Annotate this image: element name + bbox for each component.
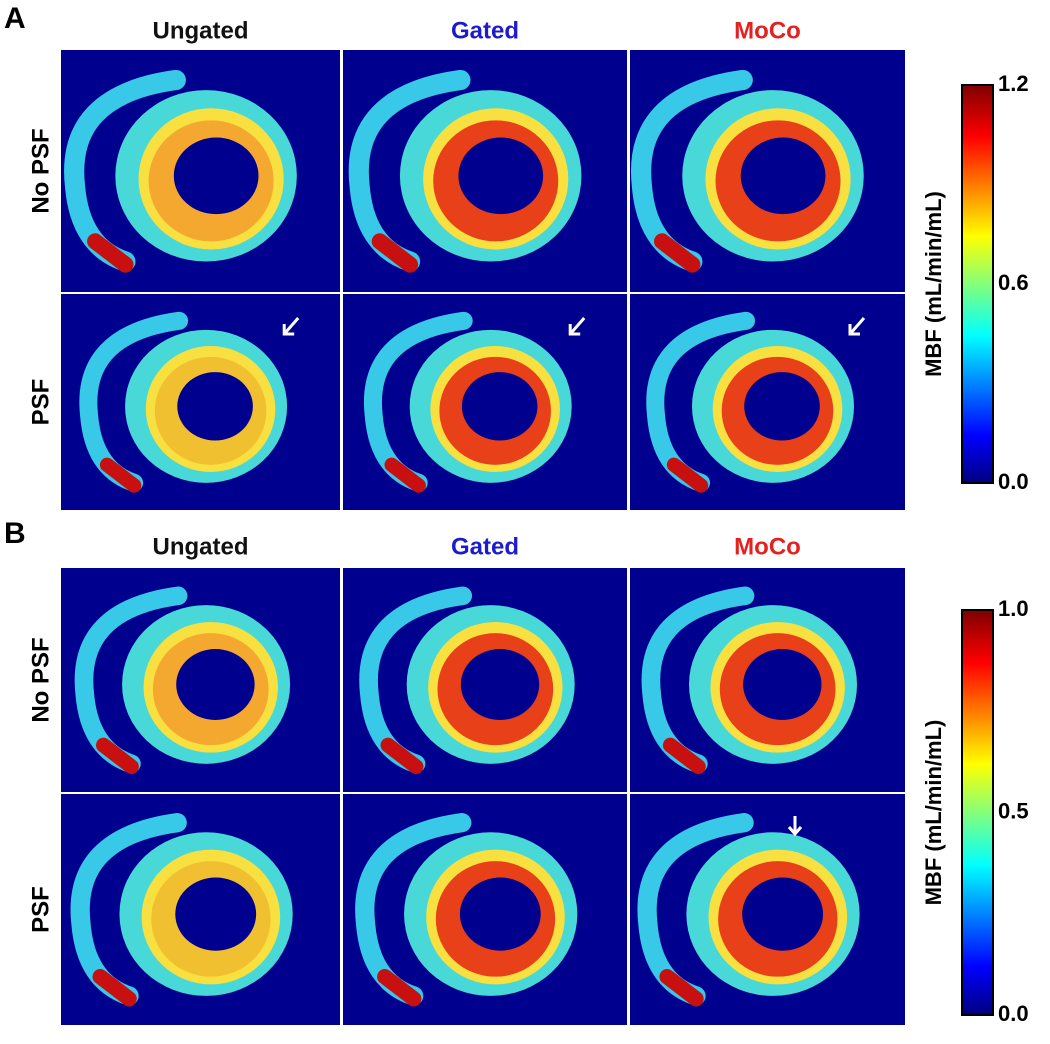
lv-cavity: [458, 137, 544, 215]
panel-letter: A: [4, 2, 26, 35]
rv-tip: [659, 968, 704, 1007]
column-header: Gated: [451, 17, 519, 44]
lv-cavity: [460, 649, 540, 720]
arrow: [848, 317, 866, 336]
rv-tip: [666, 457, 709, 493]
lv-cavity: [459, 877, 541, 951]
arrow: [787, 816, 803, 837]
colorbar-label: MBF (mL/min/mL): [921, 720, 946, 906]
lv-cavity: [461, 372, 538, 441]
arrow: [568, 317, 586, 336]
rv-tip: [662, 737, 706, 775]
lv-cavity: [742, 877, 824, 951]
arrow: [282, 317, 300, 336]
colorbar-tick: 0.0: [998, 1001, 1029, 1026]
lv-cavity: [176, 649, 255, 720]
lv-cavity: [740, 137, 826, 215]
rv-tip: [384, 457, 426, 493]
panel-letter: B: [4, 517, 26, 550]
colorbar-tick: 1.2: [998, 71, 1029, 96]
row-label: No PSF: [27, 637, 54, 722]
colorbar: [961, 84, 994, 484]
rv-tip: [371, 233, 419, 273]
rv-tip: [95, 737, 139, 775]
rv-tip: [380, 737, 424, 775]
rv-tip: [87, 233, 134, 273]
lv-cavity: [743, 649, 822, 720]
column-header: MoCo: [734, 533, 801, 560]
column-header: MoCo: [734, 17, 801, 44]
column-header: Gated: [451, 533, 519, 560]
colorbar-tick: 0.5: [998, 798, 1029, 823]
rv-tip: [377, 968, 422, 1007]
rv-tip: [654, 233, 701, 273]
row-label: No PSF: [27, 128, 54, 213]
lv-cavity: [177, 372, 253, 441]
column-header: Ungated: [153, 533, 249, 560]
rv-tip: [99, 457, 142, 493]
colorbar-tick: 0.6: [998, 270, 1029, 295]
colorbar-tick: 0.0: [998, 469, 1029, 494]
rv-tip: [92, 968, 137, 1007]
lv-cavity: [173, 137, 259, 215]
colorbar-tick: 1.0: [998, 596, 1029, 621]
colorbar: [961, 609, 994, 1016]
lv-cavity: [175, 877, 257, 951]
colorbar-label: MBF (mL/min/mL): [921, 191, 946, 377]
lv-cavity: [744, 372, 820, 441]
row-label: PSF: [27, 886, 54, 933]
row-label: PSF: [27, 379, 54, 426]
column-header: Ungated: [153, 17, 249, 44]
